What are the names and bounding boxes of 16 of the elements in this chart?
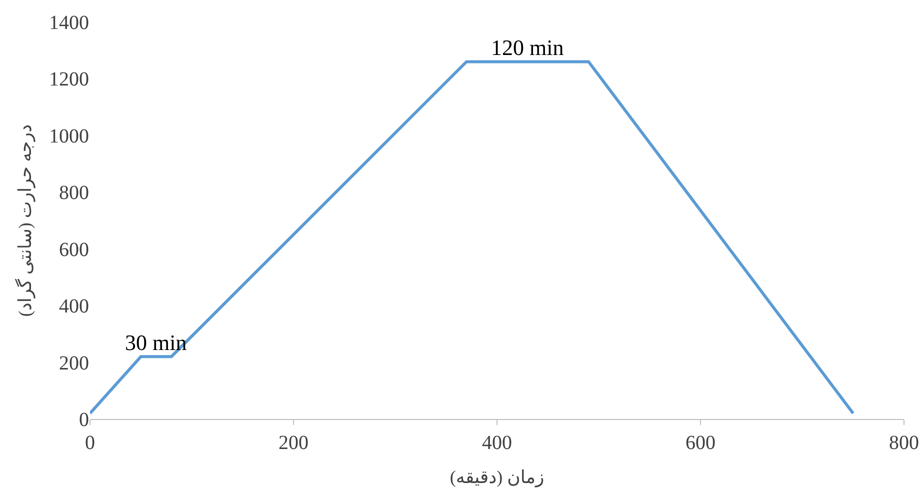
y-tick-label: 200 bbox=[59, 352, 89, 374]
x-tick-label: 800 bbox=[889, 432, 919, 454]
x-axis-title: زمان (دقیقه) bbox=[450, 467, 544, 488]
y-tick-label: 1400 bbox=[49, 12, 89, 34]
x-tick-label: 200 bbox=[278, 432, 308, 454]
y-tick-label: 400 bbox=[59, 296, 89, 318]
y-axis-title: درجه حرارت (سانتی گراد) bbox=[14, 124, 36, 317]
y-tick-label: 1000 bbox=[49, 125, 89, 148]
y-tick-label: 600 bbox=[59, 238, 89, 261]
x-tick-label: 600 bbox=[686, 432, 716, 454]
y-tick-label: 800 bbox=[59, 182, 89, 204]
annotation: 30 min bbox=[125, 330, 187, 355]
y-tick-label: 1200 bbox=[49, 68, 89, 91]
y-tick-label: 0 bbox=[79, 409, 89, 431]
x-tick-label: 400 bbox=[482, 432, 512, 454]
annotation: 120 min bbox=[491, 35, 564, 60]
